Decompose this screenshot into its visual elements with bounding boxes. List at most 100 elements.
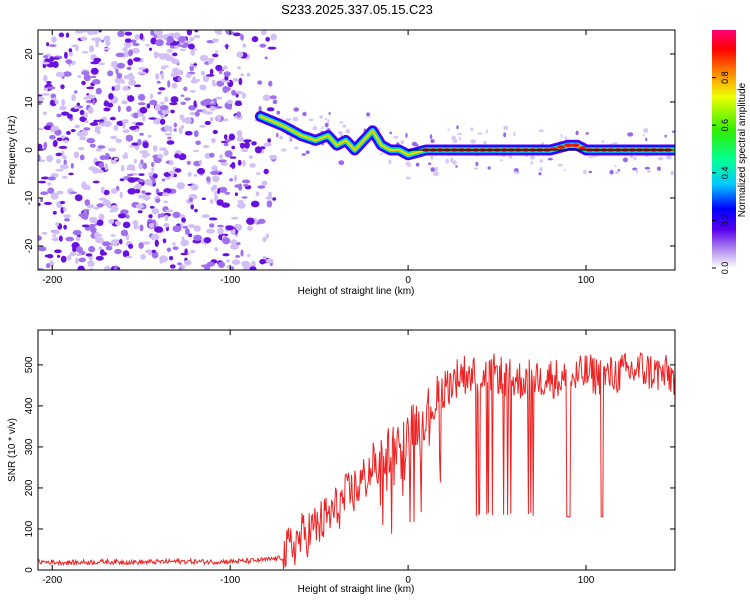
noise-speckle [149,99,158,106]
noise-speckle [94,231,100,239]
noise-speckle [269,95,277,100]
noise-speckle [41,93,50,96]
noise-speckle [41,232,48,235]
noise-speckle [268,191,272,198]
noise-speckle [217,227,224,235]
noise-speckle [234,192,238,196]
noise-speckle [133,158,137,164]
noise-speckle [155,39,164,47]
noise-speckle [170,96,179,103]
y-tick-label: 0 [24,567,35,573]
noise-speckle [83,127,91,131]
noise-speckle [134,84,142,88]
noise-speckle [225,225,235,231]
noise-speckle [67,113,73,119]
x-tick-label: -100 [220,575,240,586]
noise-speckle [168,170,176,175]
noise-speckle [134,189,141,194]
noise-speckle [216,199,224,206]
ridge-speckle [388,159,392,165]
noise-speckle [178,127,183,135]
noise-speckle [196,109,203,113]
noise-speckle [55,71,65,78]
noise-speckle [206,74,215,77]
noise-speckle [152,173,158,179]
noise-speckle [76,246,83,253]
noise-speckle [217,159,227,163]
noise-speckle [186,160,191,165]
noise-speckle [193,234,203,241]
noise-speckle [222,237,231,245]
noise-speckle [98,30,102,33]
noise-speckle [138,173,145,177]
noise-speckle [111,86,115,91]
noise-speckle [193,100,197,108]
noise-speckle [117,105,121,113]
noise-speckle [209,105,216,112]
noise-speckle [232,32,241,37]
ridge-speckle [632,167,638,171]
noise-speckle [63,159,67,166]
noise-speckle [160,101,165,105]
noise-speckle [102,241,111,247]
noise-speckle [236,135,244,142]
noise-speckle [183,40,192,43]
ridge-speckle [539,159,543,163]
noise-speckle [80,36,88,41]
noise-speckle [248,155,253,159]
noise-speckle [58,145,68,149]
noise-speckle [100,186,105,194]
noise-speckle [142,115,146,122]
noise-speckle [257,80,263,85]
noise-speckle [103,107,111,112]
noise-speckle [222,253,230,257]
noise-speckle [122,129,130,134]
ridge-speckle [670,170,674,176]
noise-speckle [75,257,79,264]
noise-speckle [56,137,63,142]
ridge-speckle [280,148,287,152]
ridge-speckle [538,172,542,176]
noise-speckle [70,162,74,169]
noise-speckle [136,179,145,183]
noise-speckle [59,200,66,205]
noise-speckle [202,145,210,148]
ridge-speckle [473,167,479,170]
noise-speckle [139,33,144,40]
noise-speckle [210,170,219,175]
noise-speckle [59,235,63,242]
ridge-speckle [324,122,329,128]
noise-speckle [105,40,111,47]
noise-speckle [188,233,193,238]
noise-speckle [167,80,171,88]
noise-speckle [119,238,123,245]
noise-speckle [97,233,102,237]
noise-speckle [179,114,185,120]
noise-speckle [237,200,245,203]
noise-speckle [140,159,144,165]
noise-speckle [84,199,91,206]
noise-speckle [186,30,193,36]
noise-speckle [200,100,209,106]
noise-speckle [166,35,174,44]
noise-speckle [262,94,271,101]
noise-speckle [137,138,142,146]
ridge-speckle [557,163,563,167]
noise-speckle [219,71,223,75]
noise-speckle [212,129,218,135]
ridge-speckle [405,132,408,138]
noise-speckle [214,194,219,202]
ridge-speckle [389,131,393,135]
ridge-speckle [312,125,318,131]
ridge-peak [557,145,566,149]
noise-speckle [146,103,151,109]
noise-speckle [81,70,90,76]
noise-speckle [237,159,242,166]
noise-speckle [141,190,146,194]
noise-speckle [56,158,61,164]
noise-speckle [214,247,218,252]
noise-speckle [114,248,122,255]
noise-speckle [238,77,243,86]
noise-speckle [134,34,141,40]
noise-speckle [151,208,160,215]
